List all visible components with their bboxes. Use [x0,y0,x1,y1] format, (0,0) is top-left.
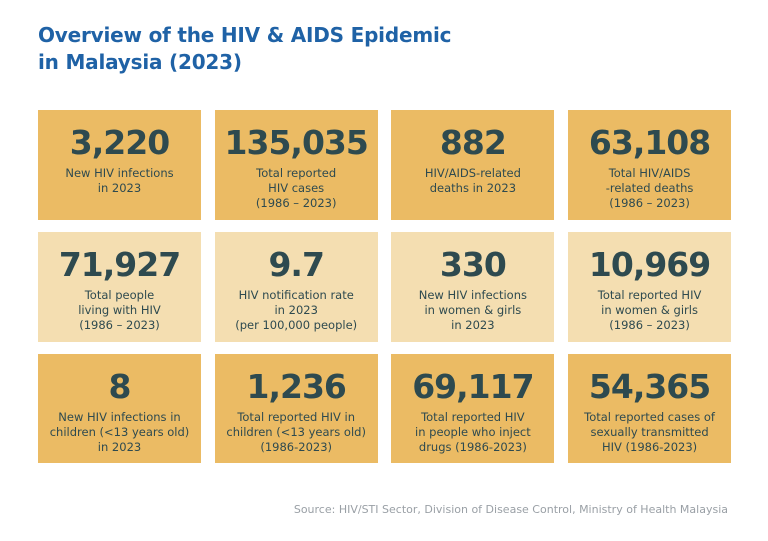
stat-card: 63,108 Total HIV/AIDS -related deaths (19… [568,110,732,220]
stat-label: Total reported HIV cases (1986 – 2023) [255,166,337,210]
stat-label: New HIV infections in children (<13 year… [49,410,190,454]
stat-card: 882 HIV/AIDS-related deaths in 2023 [391,110,555,220]
title-line-2: in Malaysia (2023) [38,50,242,74]
stat-card: 3,220 New HIV infections in 2023 [38,110,201,220]
stat-card: 69,117 Total reported HIV in people who i… [391,354,555,463]
stat-value: 135,035 [224,123,369,162]
stats-grid: 3,220 New HIV infections in 2023 135,035 To… [38,110,732,463]
stat-value: 63,108 [588,123,711,162]
stat-value: 9.7 [268,245,324,284]
stat-label: Total reported cases of sexually transmi… [584,410,715,454]
stat-card: 9.7 HIV notification rate in 2023 (per 10… [214,232,378,342]
stat-value: 3,220 [69,123,170,162]
stat-card: 71,927 Total people living with HIV (1986… [38,232,201,342]
stat-label: New HIV infections in women & girls in 2… [418,288,527,332]
stat-card: 54,365 Total reported cases of sexually t… [568,354,732,463]
title-line-1: Overview of the HIV & AIDS Epidemic [38,23,452,47]
stat-label: Total reported HIV in women & girls (198… [597,288,702,332]
page-title: Overview of the HIV & AIDS Epidemic in M… [38,22,451,76]
stat-card: 330 New HIV infections in women & girls i… [391,232,555,342]
stat-card: 8 New HIV infections in children (<13 yea… [38,354,201,463]
stat-value: 882 [439,123,507,162]
stat-card: 1,236 Total reported HIV in children (<13… [214,354,378,463]
stat-label: HIV/AIDS-related deaths in 2023 [424,166,521,195]
stat-label: Total reported HIV in children (<13 year… [226,410,366,454]
stat-label: New HIV infections in 2023 [65,166,174,195]
stat-label: Total reported HIV in people who inject … [415,410,531,454]
stat-value: 10,969 [588,245,711,284]
stat-value: 54,365 [588,367,711,406]
stat-label: Total people living with HIV (1986 – 202… [78,288,161,332]
stat-value: 8 [108,367,132,406]
stat-value: 1,236 [246,367,346,406]
stat-label: Total HIV/AIDS -related deaths (1986 – 2… [605,166,694,210]
stat-value: 69,117 [412,367,534,406]
stat-card: 10,969 Total reported HIV in women & girl… [568,232,732,342]
stat-card: 135,035 Total reported HIV cases (1986 – … [214,110,378,220]
source-note: Source: HIV/STI Sector, Division of Dise… [293,503,728,516]
stat-value: 330 [439,245,507,284]
stat-label: HIV notification rate in 2023 (per 100,0… [235,288,358,332]
stat-value: 71,927 [58,245,181,284]
